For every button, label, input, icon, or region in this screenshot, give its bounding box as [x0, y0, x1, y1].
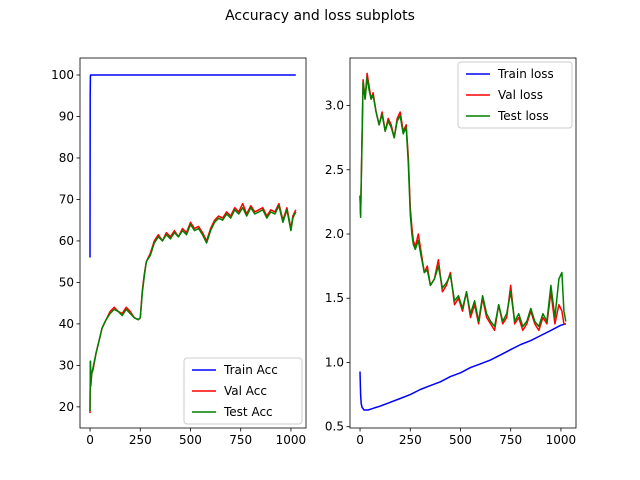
x-tick-label: 1000 [546, 433, 577, 447]
x-tick-label: 0 [86, 433, 94, 447]
x-tick-label: 1000 [276, 433, 307, 447]
y-tick-label: 30 [59, 358, 74, 372]
axes-frame [79, 57, 307, 429]
x-tick-label: 250 [129, 433, 152, 447]
legend-label: Val loss [498, 88, 543, 102]
x-tick-label: 750 [499, 433, 522, 447]
axes-frame [349, 57, 577, 429]
legend: Train loss Val loss Test loss [457, 61, 573, 129]
legend: Train Acc Val Acc Test Acc [183, 357, 303, 425]
y-tick-label: 40 [59, 317, 74, 331]
x-tick-label: 250 [399, 433, 422, 447]
series-line-1-2 [359, 76, 567, 328]
y-tick-label: 80 [59, 151, 74, 165]
legend-label: Test Acc [223, 405, 273, 419]
legend-label: Train Acc [223, 363, 278, 377]
x-tick-label: 0 [356, 433, 364, 447]
legend-label: Test loss [497, 109, 549, 123]
series-line-0-2 [89, 204, 297, 412]
y-tick-label: 2.0 [325, 227, 344, 241]
x-tick-label: 500 [179, 433, 202, 447]
y-tick-label: 70 [59, 192, 74, 206]
y-tick-label: 60 [59, 234, 74, 248]
series-line-1-0 [359, 323, 566, 411]
legend-box [457, 61, 573, 129]
y-tick-label: 1.0 [325, 355, 344, 369]
x-tick-label: 500 [449, 433, 472, 447]
series-line-0-0 [89, 74, 296, 258]
y-tick-label: 20 [59, 400, 74, 414]
series-line-0-1 [89, 202, 297, 414]
legend-label: Train loss [497, 67, 554, 81]
y-tick-label: 3.0 [325, 99, 344, 113]
x-tick-label: 750 [229, 433, 252, 447]
y-tick-label: 0.5 [325, 420, 344, 434]
y-tick-label: 100 [51, 68, 74, 82]
legend-box [183, 357, 303, 425]
figure-title: Accuracy and loss subplots [225, 8, 415, 24]
accuracy-subplot: 0 250 500 750 1000 20 30 40 50 60 70 80 90 100 Train A… [51, 57, 307, 447]
legend-label: Val Acc [224, 384, 267, 398]
y-tick-label: 1.5 [325, 291, 344, 305]
y-tick-label: 2.5 [325, 163, 344, 177]
y-tick-label: 50 [59, 275, 74, 289]
y-tick-label: 90 [59, 109, 74, 123]
loss-subplot: 0 250 500 750 1000 0.5 1.0 1.5 2.0 2.5 3.0 Train lo… [325, 57, 577, 447]
